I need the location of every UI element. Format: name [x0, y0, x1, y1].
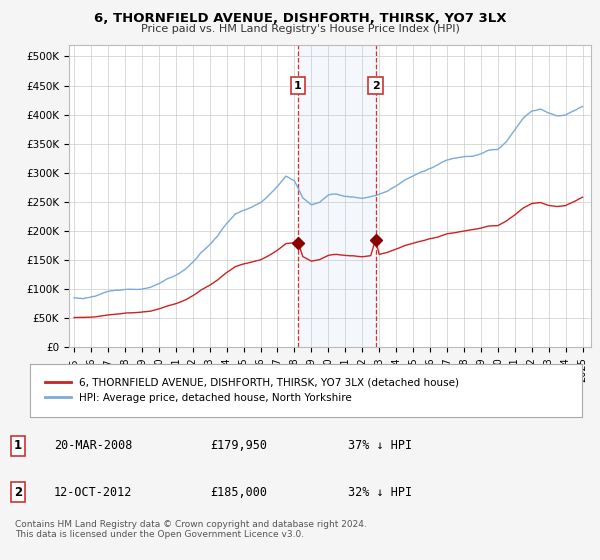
Text: 32% ↓ HPI: 32% ↓ HPI — [348, 486, 412, 498]
Text: £179,950: £179,950 — [210, 440, 267, 452]
Text: 37% ↓ HPI: 37% ↓ HPI — [348, 440, 412, 452]
Text: 1: 1 — [294, 81, 302, 91]
Text: 2: 2 — [372, 81, 379, 91]
Text: 6, THORNFIELD AVENUE, DISHFORTH, THIRSK, YO7 3LX: 6, THORNFIELD AVENUE, DISHFORTH, THIRSK,… — [94, 12, 506, 25]
Text: 20-MAR-2008: 20-MAR-2008 — [54, 440, 133, 452]
Text: 2: 2 — [14, 486, 22, 498]
Text: 1: 1 — [14, 440, 22, 452]
Bar — [298, 45, 376, 347]
Text: £185,000: £185,000 — [210, 486, 267, 498]
Text: Price paid vs. HM Land Registry's House Price Index (HPI): Price paid vs. HM Land Registry's House … — [140, 24, 460, 34]
Legend: 6, THORNFIELD AVENUE, DISHFORTH, THIRSK, YO7 3LX (detached house), HPI: Average : 6, THORNFIELD AVENUE, DISHFORTH, THIRSK,… — [41, 374, 463, 408]
Text: Contains HM Land Registry data © Crown copyright and database right 2024.
This d: Contains HM Land Registry data © Crown c… — [15, 520, 367, 539]
Text: 12-OCT-2012: 12-OCT-2012 — [54, 486, 133, 498]
